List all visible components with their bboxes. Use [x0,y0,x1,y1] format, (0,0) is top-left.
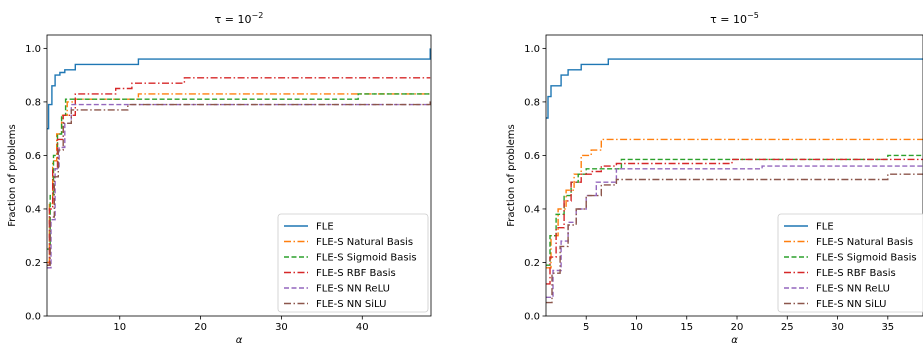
series-group [546,58,923,304]
legend-box [777,213,923,313]
x-tick-label: 30 [275,322,288,333]
series-line-4 [546,158,923,285]
x-tick-label: 25 [781,322,794,333]
legend-box [277,213,429,313]
y-tick-label: 0.6 [524,151,540,162]
chart-title: τ = 10−5 [710,11,759,26]
chart-panel-2: 5 10 15 20 25 30 35 0.0 0.2 0.4 0.6 0.8 1.0 α Fraction… [506,11,923,346]
legend-entry: FLE-S Sigmoid Basis [316,253,417,264]
y-tick-label: 0.2 [524,258,540,269]
title-exponent: −2 [252,11,264,20]
plot-frame [545,34,923,317]
x-tick-label: 20 [194,322,207,333]
series-line-3 [47,93,431,250]
y-tick-label: 0.8 [524,97,540,108]
series-line-1 [47,48,431,130]
y-tick-label: 0.8 [25,97,41,108]
series-line-6 [546,173,923,304]
series-line-6 [47,99,431,266]
series-group [47,48,431,269]
y-tick-label: 0.6 [25,151,41,162]
legend-entry: FLE-S Sigmoid Basis [816,253,917,264]
legend-entry: FLE-S NN SiLU [316,299,386,310]
legend-entry: FLE-S RBF Basis [316,268,396,279]
title-base: τ = 10 [215,13,252,26]
legend-entry: FLE-S NN SiLU [816,299,886,310]
y-tick-label: 0.2 [25,258,41,269]
legend-entry: FLE [816,222,834,233]
series-line-3 [546,154,923,266]
x-tick-label: 30 [831,322,844,333]
x-tick-label: 10 [113,322,126,333]
y-tick-label: 0.4 [25,204,41,215]
legend: FLE FLE-S Natural Basis FLE-S Sigmoid Basi… [777,213,923,313]
x-tick-label: 40 [356,322,369,333]
x-tick-label: 5 [583,322,589,333]
y-tick-label: 0.4 [524,204,540,215]
y-tick-label: 0.0 [524,312,540,323]
x-tick-label: 20 [731,322,744,333]
series-line-5 [47,103,431,269]
legend: FLE FLE-S Natural Basis FLE-S Sigmoid Basi… [277,213,429,313]
y-tick-label: 1.0 [524,44,540,55]
title-base: τ = 10 [710,13,747,26]
y-tick-label: 0.0 [25,312,41,323]
legend-entry: FLE-S RBF Basis [816,268,896,279]
legend-entry: FLE-S Natural Basis [316,237,413,248]
x-axis-label: α [731,335,738,346]
series-line-4 [47,77,431,266]
legend-entry: FLE-S Natural Basis [816,237,913,248]
legend-entry: FLE-S NN ReLU [316,284,390,295]
x-tick-label: 35 [881,322,894,333]
y-axis-label: Fraction of problems [506,124,517,227]
y-axis-label: Fraction of problems [7,124,18,227]
y-tick-label: 1.0 [25,44,41,55]
x-tick-label: 10 [630,322,643,333]
legend-entry: FLE-S NN ReLU [816,284,890,295]
x-axis-label: α [236,335,243,346]
legend-entry: FLE [316,222,334,233]
x-tick-label: 15 [680,322,693,333]
series-line-1 [546,58,923,119]
chart-title: τ = 10−2 [215,11,264,26]
title-exponent: −5 [747,11,759,20]
chart-panel-1: 10 20 30 40 0.0 0.2 0.4 0.6 0.8 1.0 α Fraction of p… [7,11,432,346]
plot-frame [46,34,432,317]
